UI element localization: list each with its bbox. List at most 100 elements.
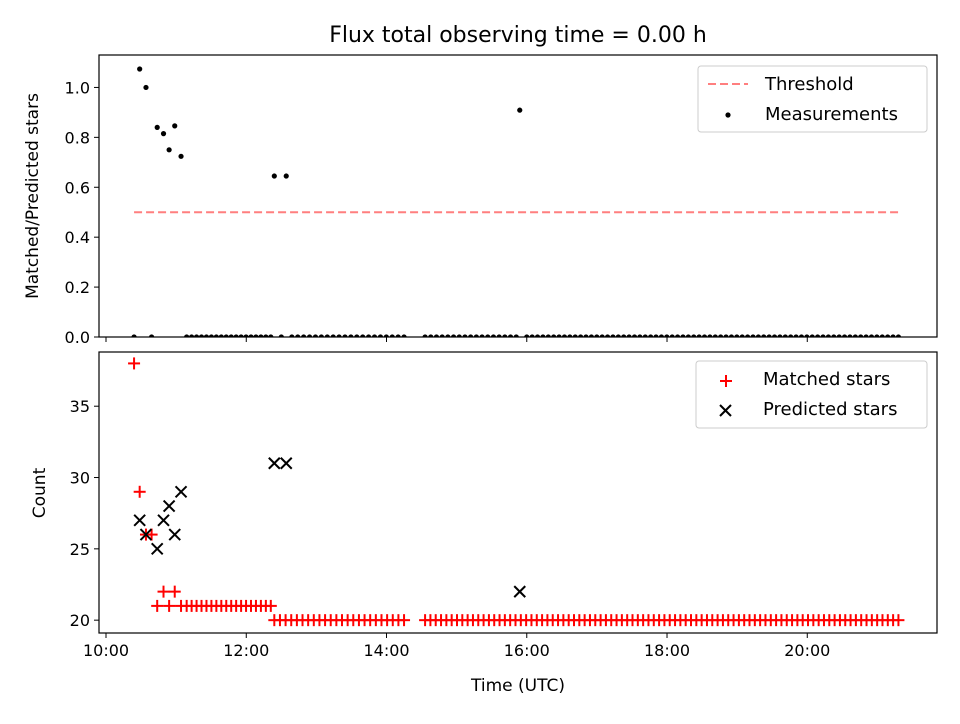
measurement-point: [793, 334, 799, 337]
measurement-point: [312, 334, 319, 337]
legend-predicted-swatch: [719, 404, 732, 417]
measurement-point: [513, 334, 519, 337]
bottom-y-axis-label: Count: [30, 467, 50, 518]
measurement-point: [610, 334, 616, 337]
measurement-point: [258, 334, 264, 337]
measurement-point: [847, 334, 853, 337]
measurement-point: [631, 334, 638, 337]
matched-star-point: [168, 585, 181, 598]
measurement-point: [621, 334, 627, 337]
measurement-point: [301, 334, 307, 337]
measurement-point: [642, 334, 648, 337]
predicted-star-point: [162, 499, 176, 513]
top-y-tick-label: 1.0: [65, 78, 90, 97]
measurement-point: [572, 334, 578, 337]
measurement-point: [456, 334, 462, 337]
measurement-point: [782, 334, 788, 337]
measurement-point: [203, 334, 210, 337]
measurement-point: [354, 334, 360, 337]
measurement-point: [208, 334, 215, 337]
measurement-point: [189, 334, 195, 337]
measurement-point: [685, 334, 691, 337]
matched-star-point: [145, 528, 158, 541]
measurement-point: [172, 123, 178, 129]
measurement-point: [771, 334, 778, 337]
measurement-point: [330, 334, 336, 337]
measurement-point: [825, 334, 832, 337]
measurement-point: [496, 334, 502, 337]
matched-star-point: [128, 357, 141, 370]
measurement-point: [160, 131, 167, 137]
measurement-point: [131, 334, 137, 337]
measurement-point: [712, 334, 718, 337]
measurement-point: [524, 334, 530, 337]
predicted-star-point: [139, 528, 153, 541]
measurement-point: [198, 334, 205, 337]
top-y-tick-label: 0.4: [65, 228, 90, 247]
measurement-point: [588, 334, 595, 337]
bottom-x-axis-label: Time (UTC): [470, 676, 565, 696]
measurement-point: [809, 334, 815, 337]
measurement-point: [626, 334, 632, 337]
measurement-point: [143, 84, 149, 91]
measurement-point: [193, 334, 200, 337]
top-y-tick-label: 0.0: [65, 328, 90, 347]
measurement-point: [761, 334, 767, 337]
measurement-point: [324, 334, 330, 337]
legend-predicted-label: Predicted stars: [763, 399, 897, 420]
measurement-point: [366, 334, 372, 337]
measurement-point: [653, 334, 659, 337]
measurement-point: [238, 334, 244, 337]
measurement-point: [377, 334, 384, 337]
top-legend: Threshold Measurements: [697, 65, 928, 133]
measurement-point: [318, 334, 324, 337]
measurement-point: [599, 334, 605, 337]
predicted-star-point: [150, 542, 164, 556]
measurement-point: [223, 334, 229, 337]
top-chart-title: Flux total observing time = 0.00 h: [329, 23, 707, 48]
measurement-point: [336, 334, 342, 337]
measurement-point: [439, 334, 445, 337]
top-y-tick-label: 0.8: [65, 128, 90, 147]
measurement-point: [831, 334, 837, 337]
measurement-point: [604, 334, 611, 337]
measurement-point: [517, 107, 523, 113]
measurement-point: [820, 334, 826, 337]
measurement-point: [680, 334, 686, 337]
measurement-point: [745, 334, 751, 337]
measurement-point: [253, 334, 259, 337]
measurement-point: [868, 334, 875, 337]
measurement-point: [895, 334, 902, 337]
matched-star-point: [133, 485, 146, 498]
bottom-x-tick-label: 10:00: [83, 641, 129, 660]
measurement-point: [445, 334, 451, 337]
measurement-point: [707, 334, 713, 337]
measurement-point: [271, 173, 277, 179]
measurement-point: [468, 334, 474, 337]
measurement-point: [852, 334, 858, 337]
matched-star-point: [264, 599, 277, 612]
bottom-axes-frame: [98, 351, 938, 634]
measurement-point: [766, 334, 772, 337]
measurement-point: [295, 334, 301, 337]
measurement-point: [502, 334, 508, 337]
measurement-point: [583, 334, 589, 337]
measurement-point: [648, 334, 654, 337]
measurement-point: [739, 334, 745, 337]
measurement-point: [691, 334, 697, 337]
measurement-point: [433, 334, 440, 337]
legend-matched-label: Matched stars: [763, 369, 890, 390]
top-legend-box: [697, 65, 928, 133]
measurement-point: [342, 334, 348, 337]
predicted-star-point: [280, 457, 293, 470]
measurement-point: [243, 334, 249, 337]
measurement-point: [306, 334, 313, 337]
bottom-legend: Matched stars Predicted stars: [695, 360, 928, 429]
bottom-plot-area: [128, 357, 905, 627]
bottom-x-tick-label: 12:00: [223, 641, 269, 660]
measurement-point: [556, 334, 562, 337]
bottom-y-tick-label: 30: [70, 469, 90, 488]
measurement-point: [360, 334, 366, 337]
matched-star-point: [892, 614, 905, 627]
